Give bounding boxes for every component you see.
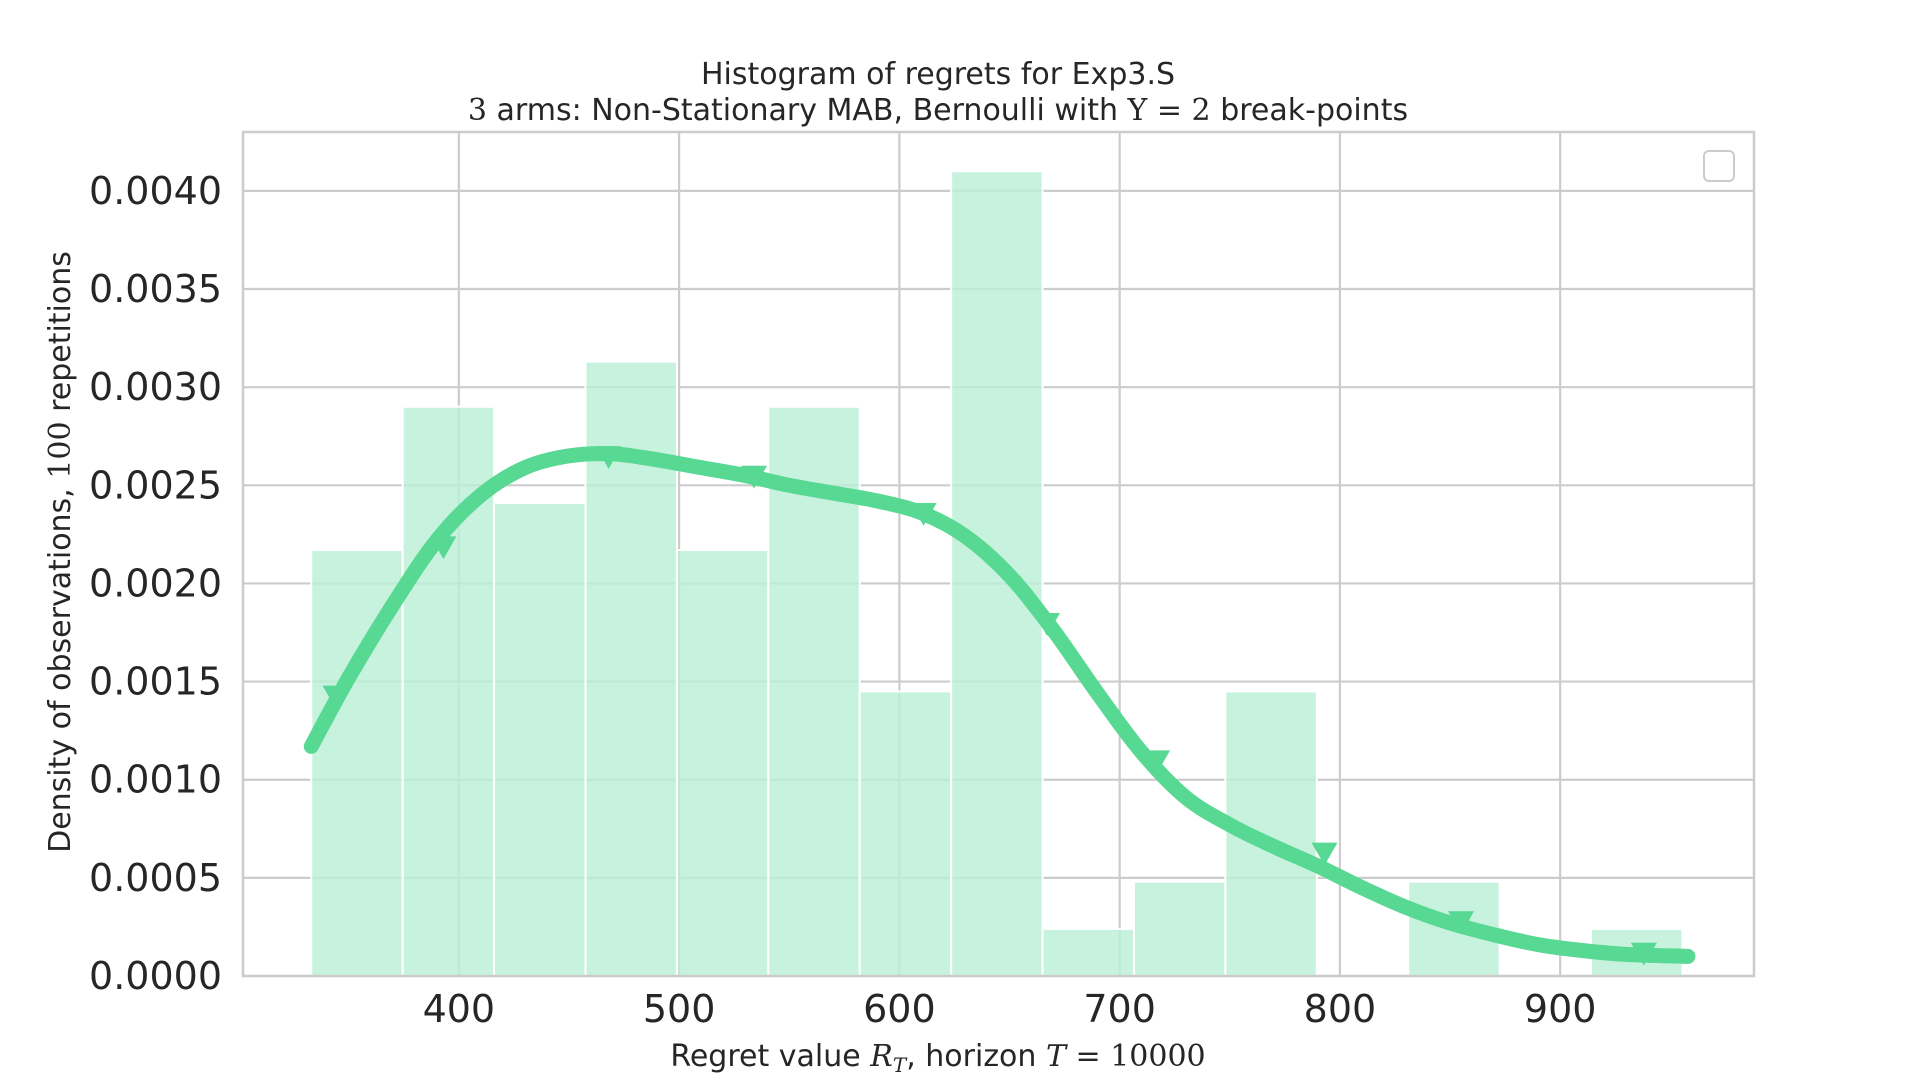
y-tick-label: 0.0040 <box>89 169 222 213</box>
histogram-bar <box>310 549 404 977</box>
kde-curve <box>303 446 1696 964</box>
legend-box <box>1703 150 1735 182</box>
histogram-bars <box>310 170 1684 978</box>
y-tick-label: 0.0030 <box>89 365 222 409</box>
plot-frame <box>241 130 1756 978</box>
kde-marker <box>1033 612 1060 636</box>
kde-marker <box>1144 750 1171 774</box>
x-tick-label: 700 <box>1083 987 1156 1031</box>
kde-marker <box>910 503 937 526</box>
y-tick-label: 0.0005 <box>89 856 222 900</box>
chart-subtitle: 3 arms: Non-Stationary MAB, Bernoulli wi… <box>468 93 1408 128</box>
kde-marker <box>1448 911 1475 935</box>
y-tick-label: 0.0010 <box>89 758 222 802</box>
histogram-bar <box>493 501 587 977</box>
kde-marker <box>430 536 457 560</box>
histogram-bar <box>858 690 953 977</box>
kde-marker <box>1630 942 1657 966</box>
x-tick-label: 800 <box>1304 987 1377 1031</box>
x-tick-label: 900 <box>1524 987 1597 1031</box>
kde-marker <box>595 446 622 469</box>
kde-markers <box>322 446 1657 966</box>
kde-curve-group <box>303 446 1696 964</box>
kde-marker <box>741 465 768 489</box>
y-tick-label: 0.0020 <box>89 561 222 605</box>
kde-marker <box>322 685 349 709</box>
histogram-bar <box>675 549 770 977</box>
y-tick-label: 0.0000 <box>89 954 222 998</box>
histogram-bar <box>1041 927 1135 977</box>
x-axis-label: Regret value RT, horizon T = 10000 <box>670 1039 1205 1077</box>
y-tick-label: 0.0025 <box>89 463 222 507</box>
histogram-bar <box>950 170 1044 978</box>
y-tick-labels: 0.0000 0.0005 0.0010 0.0015 0.0020 0.0025 0.00… <box>89 169 222 998</box>
y-axis-label: Density of observations, 100 repetitions <box>43 251 78 853</box>
kde-marker <box>1311 842 1338 866</box>
x-tick-label: 500 <box>643 987 716 1031</box>
chart-title: Histogram of regrets for Exp3.S <box>701 57 1175 92</box>
x-tick-labels: 400 500 600 700 800 900 <box>423 987 1597 1031</box>
histogram-bar <box>1132 880 1227 978</box>
y-tick-label: 0.0015 <box>89 660 222 704</box>
x-tick-label: 600 <box>863 987 936 1031</box>
y-tick-label: 0.0035 <box>89 267 222 311</box>
x-tick-label: 400 <box>423 987 496 1031</box>
